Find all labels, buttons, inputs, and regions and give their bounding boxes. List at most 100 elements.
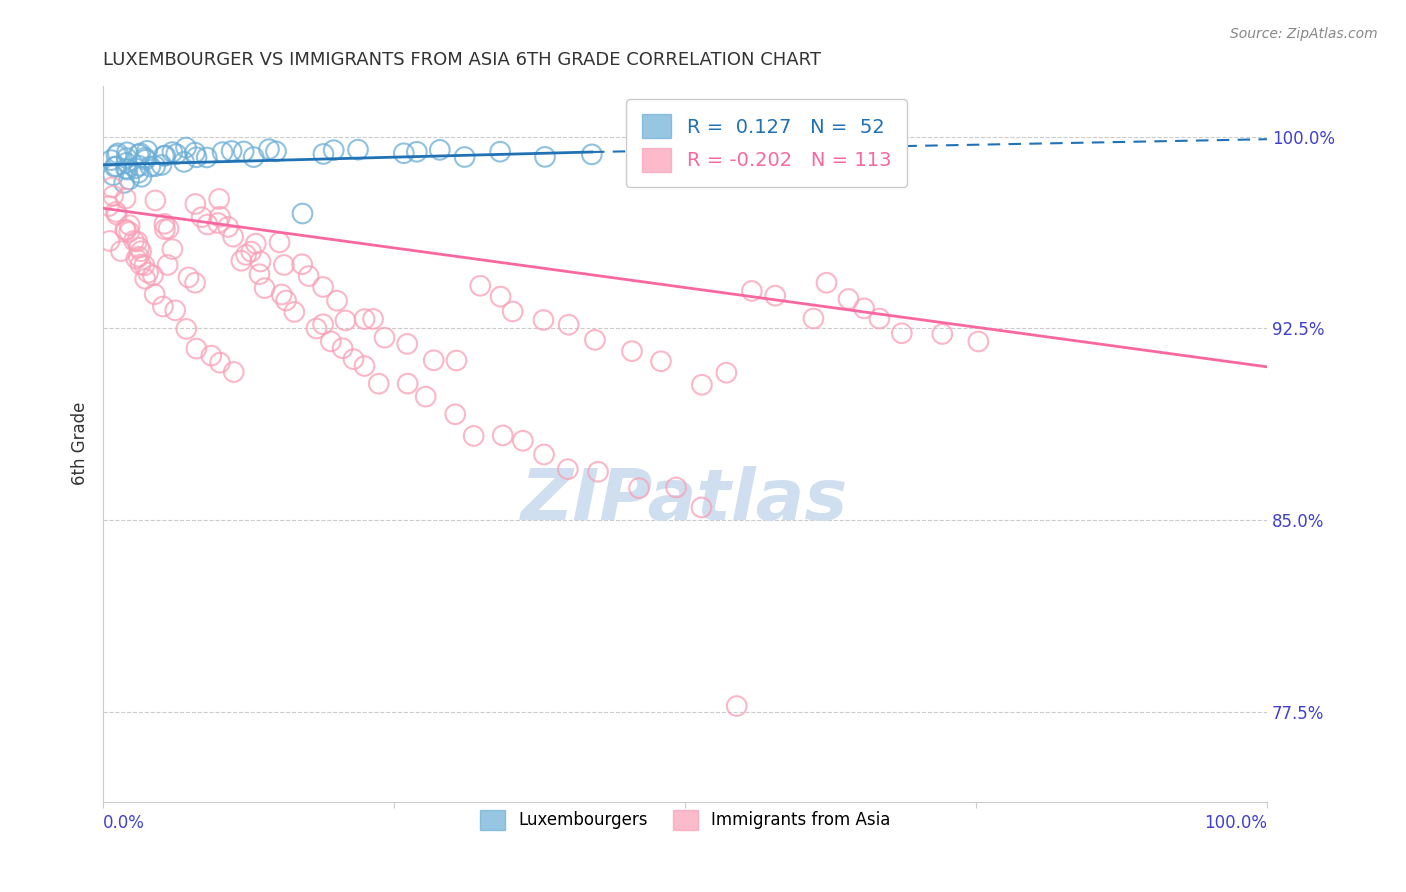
Point [373,331,395,345]
Point [837,292,859,306]
Point [853,301,876,316]
Point [208,356,231,370]
Point [322,143,344,157]
Point [134,258,156,272]
Point [101,168,124,182]
Y-axis label: 6th Grade: 6th Grade [72,402,89,485]
Point [184,197,207,211]
Point [257,142,280,156]
Point [557,462,579,476]
Point [200,349,222,363]
Point [326,293,349,308]
Point [156,258,179,272]
Point [489,145,512,159]
Point [650,354,672,368]
Point [162,145,184,159]
Point [512,434,534,448]
Text: ZIPatlas: ZIPatlas [522,467,849,535]
Point [114,192,136,206]
Point [305,321,328,335]
Point [312,147,335,161]
Point [665,480,688,494]
Point [195,151,218,165]
Point [222,365,245,379]
Point [270,287,292,301]
Point [335,313,357,327]
Legend: Luxembourgers, Immigrants from Asia: Luxembourgers, Immigrants from Asia [467,797,904,843]
Point [815,276,838,290]
Point [392,146,415,161]
Point [110,244,132,259]
Point [444,407,467,421]
Point [115,156,138,170]
Point [136,144,159,158]
Point [235,248,257,262]
Point [100,153,122,167]
Point [122,234,145,248]
Point [291,257,314,271]
Point [269,235,291,250]
Point [967,334,990,349]
Point [115,145,138,160]
Point [211,145,233,160]
Point [429,143,451,157]
Point [129,257,152,271]
Point [291,206,314,220]
Point [112,176,135,190]
Point [342,352,364,367]
Point [143,287,166,301]
Point [367,376,389,391]
Point [249,254,271,268]
Point [135,153,157,167]
Point [353,359,375,373]
Point [143,159,166,173]
Text: LUXEMBOURGER VS IMMIGRANTS FROM ASIA 6TH GRADE CORRELATION CHART: LUXEMBOURGER VS IMMIGRANTS FROM ASIA 6TH… [103,51,821,69]
Point [332,341,354,355]
Point [217,219,239,234]
Point [157,221,180,235]
Point [208,210,231,224]
Point [581,147,603,161]
Point [153,217,176,231]
Point [165,147,187,161]
Point [422,353,444,368]
Point [101,180,124,194]
Point [186,342,208,356]
Point [114,222,136,236]
Point [533,448,555,462]
Point [396,337,419,351]
Point [690,500,713,515]
Point [725,699,748,714]
Point [98,234,121,248]
Point [127,235,149,249]
Point [197,218,219,232]
Point [533,313,555,327]
Point [153,222,176,236]
Point [150,158,173,172]
Point [232,145,254,159]
Point [124,161,146,176]
Point [186,150,208,164]
Point [312,280,335,294]
Point [353,312,375,326]
Point [319,334,342,349]
Point [155,148,177,162]
Point [184,276,207,290]
Point [716,366,738,380]
Point [118,172,141,186]
Point [105,159,128,173]
Point [118,225,141,239]
Point [128,159,150,173]
Point [208,192,231,206]
Point [207,216,229,230]
Point [763,289,786,303]
Point [134,272,156,286]
Point [177,270,200,285]
Point [620,344,643,359]
Point [690,377,713,392]
Point [101,189,124,203]
Point [415,390,437,404]
Point [868,311,890,326]
Point [142,268,165,283]
Point [361,312,384,326]
